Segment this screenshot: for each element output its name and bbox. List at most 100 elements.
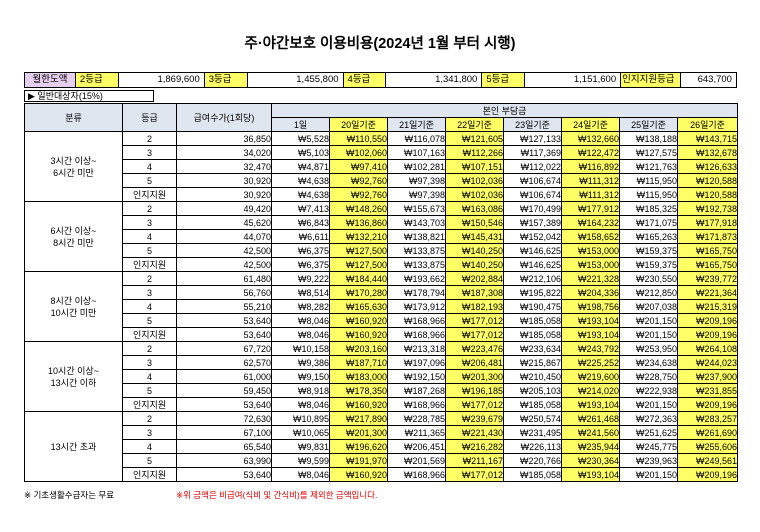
- table-row: 4 55,210 ₩8,282 ₩165,630 ₩173,912 ₩182,193 ₩19…: [25, 299, 739, 314]
- burden-cell: ₩192,738: [676, 201, 739, 216]
- burden-cell: ₩132,660: [561, 131, 620, 146]
- burden-cell: ₩183,000: [329, 369, 388, 384]
- category-cell: 10시간 이상~ 13시간 이하: [24, 341, 123, 412]
- header-day: 22일기준: [445, 117, 504, 132]
- burden-cell: ₩221,430: [445, 425, 504, 440]
- burden-cell: ₩195,822: [503, 285, 562, 300]
- table-row: 인지지원 30,920 ₩4,638 ₩92,760 ₩97,398 ₩102,036 ₩1…: [25, 187, 739, 202]
- header-fee: 급여수가(1회당): [176, 103, 272, 132]
- fee-cell: 34,020: [176, 145, 272, 160]
- burden-cell: ₩234,638: [619, 355, 678, 370]
- header-category: 분류: [24, 103, 123, 132]
- category-cell: 8시간 이상~ 10시간 미만: [24, 271, 123, 342]
- burden-cell: ₩201,569: [387, 453, 446, 468]
- burden-cell: ₩97,410: [329, 159, 388, 174]
- table-row: 3 62,570 ₩9,386 ₩187,710 ₩197,096 ₩206,481 ₩21…: [25, 355, 739, 370]
- grade-cell: 2: [122, 271, 177, 286]
- burden-cell: ₩211,365: [387, 425, 446, 440]
- burden-cell: ₩177,912: [561, 201, 620, 216]
- fee-cell: 56,760: [176, 285, 272, 300]
- limit-amount: 1,151,600: [525, 73, 622, 87]
- fee-cell: 65,540: [176, 439, 272, 454]
- burden-cell: ₩97,398: [387, 173, 446, 188]
- burden-cell: ₩159,375: [619, 243, 678, 258]
- table-row: 인지지원 53,640 ₩8,046 ₩160,920 ₩168,966 ₩177,012…: [25, 327, 739, 342]
- category-label-line: 8시간 이상~: [50, 295, 97, 306]
- burden-cell: ₩193,104: [561, 313, 620, 328]
- burden-cell: ₩8,046: [271, 327, 330, 342]
- grade-cell: 3: [122, 285, 177, 300]
- burden-cell: ₩178,350: [329, 383, 388, 398]
- limit-grade: 4등급: [343, 73, 387, 87]
- burden-cell: ₩160,920: [329, 467, 388, 482]
- burden-cell: ₩168,966: [387, 313, 446, 328]
- burden-cell: ₩140,250: [445, 243, 504, 258]
- fee-cell: 36,850: [176, 131, 272, 146]
- category-label-line: 13시간 이하: [50, 377, 97, 388]
- burden-cell: ₩102,060: [329, 145, 388, 160]
- footnote-free: ※ 기초생활수급자는 무료: [24, 490, 115, 500]
- burden-cell: ₩150,546: [445, 215, 504, 230]
- burden-cell: ₩171,075: [619, 215, 678, 230]
- burden-cell: ₩126,633: [676, 159, 739, 174]
- burden-cell: ₩177,012: [445, 327, 504, 342]
- burden-cell: ₩160,920: [329, 397, 388, 412]
- burden-cell: ₩158,652: [561, 229, 620, 244]
- grade-cell: 3: [122, 145, 177, 160]
- burden-cell: ₩112,022: [503, 159, 562, 174]
- grade-cell: 2: [122, 201, 177, 216]
- category-label-line: 6시간 미만: [53, 167, 94, 178]
- burden-cell: ₩239,679: [445, 411, 504, 426]
- fee-cell: 53,640: [176, 327, 272, 342]
- limit-grade: 2등급: [75, 73, 119, 87]
- burden-cell: ₩212,106: [503, 271, 562, 286]
- burden-cell: ₩106,674: [503, 173, 562, 188]
- burden-cell: ₩243,792: [561, 341, 620, 356]
- burden-cell: ₩8,046: [271, 397, 330, 412]
- monthly-limit-row: 월한도액 2등급 1,869,600 3등급 1,455,800 4등급 1,3…: [24, 72, 737, 88]
- burden-cell: ₩261,468: [561, 411, 620, 426]
- grade-cell: 2: [122, 131, 177, 146]
- table-row: 인지지원 53,640 ₩8,046 ₩160,920 ₩168,966 ₩177,012…: [25, 467, 739, 482]
- burden-cell: ₩120,588: [676, 173, 739, 188]
- table-row: 13시간 초과 2 72,630 ₩10,895 ₩217,890 ₩228,785 ₩23…: [24, 411, 739, 482]
- burden-cell: ₩255,606: [676, 439, 739, 454]
- table-row: 5 30,920 ₩4,638 ₩92,760 ₩97,398 ₩102,036 ₩106,…: [25, 173, 739, 188]
- burden-cell: ₩127,500: [329, 257, 388, 272]
- table-row: 3 56,760 ₩8,514 ₩170,280 ₩178,794 ₩187,308 ₩19…: [25, 285, 739, 300]
- grade-cell: 인지지원: [122, 327, 177, 342]
- fee-cell: 72,630: [176, 411, 272, 426]
- burden-cell: ₩9,599: [271, 453, 330, 468]
- burden-cell: ₩196,620: [329, 439, 388, 454]
- fee-cell: 67,100: [176, 425, 272, 440]
- fee-cell: 63,990: [176, 453, 272, 468]
- fee-cell: 44,070: [176, 229, 272, 244]
- burden-cell: ₩251,625: [619, 425, 678, 440]
- table-row: 3시간 이상~ 6시간 미만 2 36,850 ₩5,528 ₩110,550 ₩116,0…: [24, 131, 739, 202]
- burden-cell: ₩138,188: [619, 131, 678, 146]
- burden-cell: ₩222,938: [619, 383, 678, 398]
- burden-cell: ₩201,150: [619, 397, 678, 412]
- burden-cell: ₩157,389: [503, 215, 562, 230]
- burden-cell: ₩221,328: [561, 271, 620, 286]
- burden-cell: ₩145,431: [445, 229, 504, 244]
- burden-cell: ₩228,785: [387, 411, 446, 426]
- burden-cell: ₩230,364: [561, 453, 620, 468]
- table-row: 6시간 이상~ 8시간 미만 2 49,420 ₩7,413 ₩148,260 ₩155,6…: [24, 201, 739, 272]
- burden-cell: ₩187,710: [329, 355, 388, 370]
- burden-cell: ₩165,263: [619, 229, 678, 244]
- table-row: 4 32,470 ₩4,871 ₩97,410 ₩102,281 ₩107,151 ₩112…: [25, 159, 739, 174]
- burden-cell: ₩191,970: [329, 453, 388, 468]
- burden-cell: ₩283,257: [676, 411, 739, 426]
- burden-cell: ₩264,108: [676, 341, 739, 356]
- burden-cell: ₩215,867: [503, 355, 562, 370]
- burden-cell: ₩177,012: [445, 467, 504, 482]
- burden-cell: ₩235,944: [561, 439, 620, 454]
- fee-cell: 62,570: [176, 355, 272, 370]
- burden-cell: ₩249,561: [676, 453, 739, 468]
- fee-table: 분류 등급 급여수가(1회당) 본인 부담금 1일 20일기준 21일기준 22…: [24, 103, 739, 482]
- general-recipient-label: ▶ 일반대상자(15%): [24, 90, 154, 102]
- grade-cell: 5: [122, 243, 177, 258]
- burden-cell: ₩10,895: [271, 411, 330, 426]
- burden-cell: ₩8,918: [271, 383, 330, 398]
